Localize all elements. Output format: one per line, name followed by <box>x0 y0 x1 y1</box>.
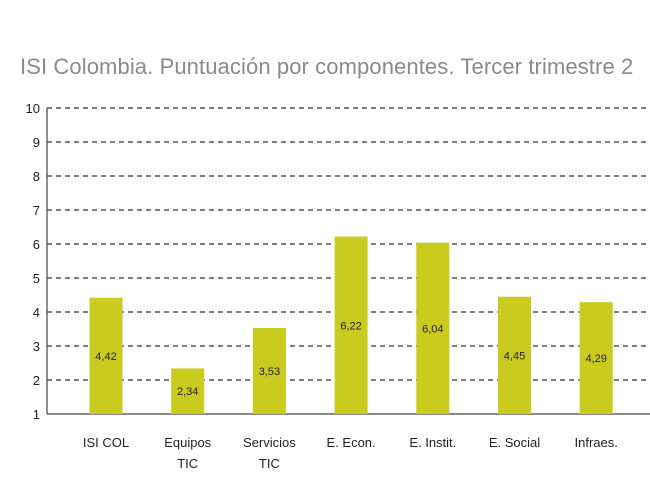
y-tick-label: 2 <box>33 373 40 388</box>
bar-value-label: 4,29 <box>585 353 606 365</box>
bar <box>416 242 450 414</box>
y-tick-label: 10 <box>26 101 40 116</box>
y-tick-label: 6 <box>33 237 40 252</box>
x-tick-label: E. Instit. <box>409 435 456 450</box>
x-tick-label: E. Social <box>489 435 540 450</box>
y-tick-label: 3 <box>33 339 40 354</box>
bar <box>579 302 613 414</box>
bar <box>498 296 531 414</box>
bar <box>89 297 123 414</box>
bar <box>171 368 205 414</box>
y-tick-label: 5 <box>33 271 40 286</box>
x-tick-label: Servicios TIC <box>243 435 296 471</box>
bar <box>334 236 368 414</box>
x-tick-label: ISI COL <box>83 435 129 450</box>
x-tick-label: E. Econ. <box>327 435 376 450</box>
bar-value-label: 4,45 <box>504 350 525 362</box>
y-tick-label: 1 <box>33 407 40 422</box>
bar-value-label: 6,22 <box>340 320 361 332</box>
x-tick-label: Infraes. <box>575 435 618 450</box>
bar-value-label: 4,42 <box>95 351 116 363</box>
y-tick-label: 4 <box>33 305 40 320</box>
y-tick-label: 8 <box>33 169 40 184</box>
y-tick-label: 7 <box>33 203 40 218</box>
bar-value-label: 2,34 <box>177 386 198 398</box>
bar-value-label: 6,04 <box>422 323 443 335</box>
x-tick-label: Equipos TIC <box>164 435 211 471</box>
y-tick-label: 9 <box>33 135 40 150</box>
chart-title: ISI Colombia. Puntuación por componentes… <box>20 54 634 79</box>
bar <box>252 327 286 414</box>
bar-value-label: 3,53 <box>259 366 280 378</box>
